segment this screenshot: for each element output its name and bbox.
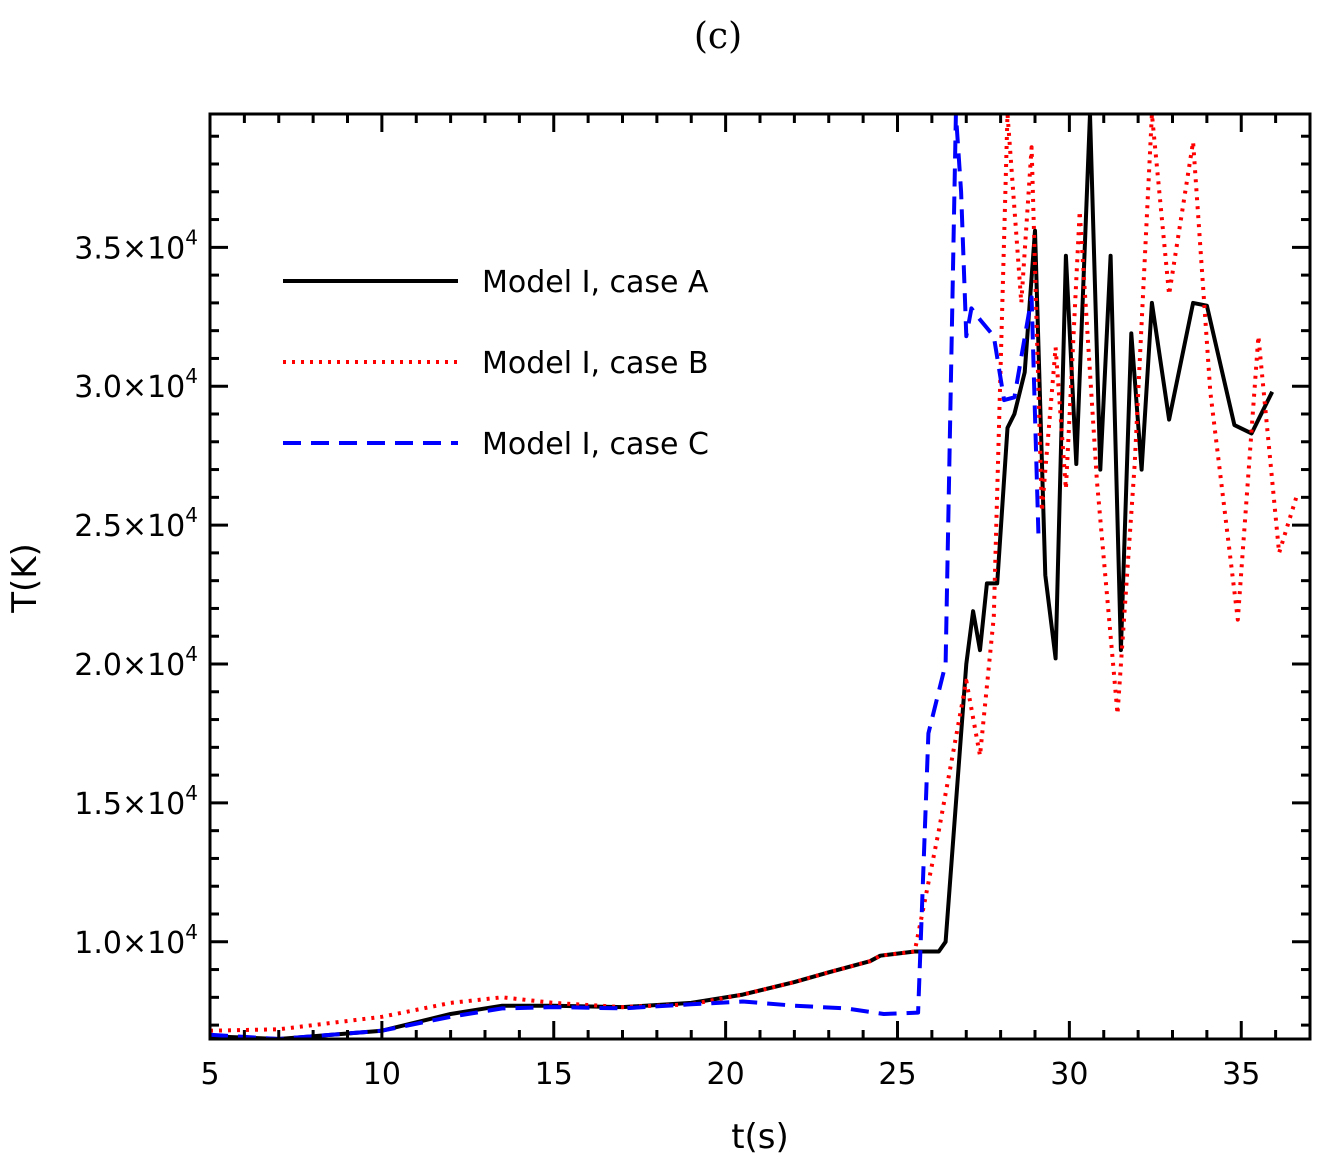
legend-label-1: Model I, case A bbox=[482, 265, 709, 300]
y-tick-label: 1.5×104 bbox=[74, 781, 198, 822]
legend-label-3: Model I, case C bbox=[482, 427, 709, 462]
panel-label: (c) bbox=[694, 16, 742, 57]
y-tick-label: 2.5×104 bbox=[74, 503, 198, 544]
series-layer bbox=[210, 114, 1299, 1039]
x-tick-label: 20 bbox=[707, 1057, 745, 1092]
y-tick-label: 2.0×104 bbox=[74, 642, 198, 683]
series-line-1 bbox=[210, 114, 1274, 1039]
x-tick-label: 30 bbox=[1050, 1057, 1088, 1092]
legend: Model I, case A Model I, case B Model I, c… bbox=[283, 265, 709, 462]
x-axis-title: t(s) bbox=[731, 1117, 789, 1157]
legend-label-2: Model I, case B bbox=[482, 346, 709, 381]
y-tick-label: 3.5×104 bbox=[74, 225, 198, 266]
series-line-3 bbox=[210, 114, 1041, 1039]
y-tick-label: 1.0×104 bbox=[74, 920, 198, 961]
x-tick-label: 5 bbox=[200, 1057, 219, 1092]
x-tick-label: 25 bbox=[878, 1057, 916, 1092]
y-axis-title: T(K) bbox=[5, 543, 45, 614]
x-tick-label: 15 bbox=[535, 1057, 573, 1092]
x-tick-label: 10 bbox=[363, 1057, 401, 1092]
plot-frame bbox=[208, 112, 1312, 1041]
y-tick-label: 3.0×104 bbox=[74, 364, 198, 405]
series-line-2 bbox=[210, 114, 1299, 1033]
x-tick-label: 35 bbox=[1222, 1057, 1260, 1092]
